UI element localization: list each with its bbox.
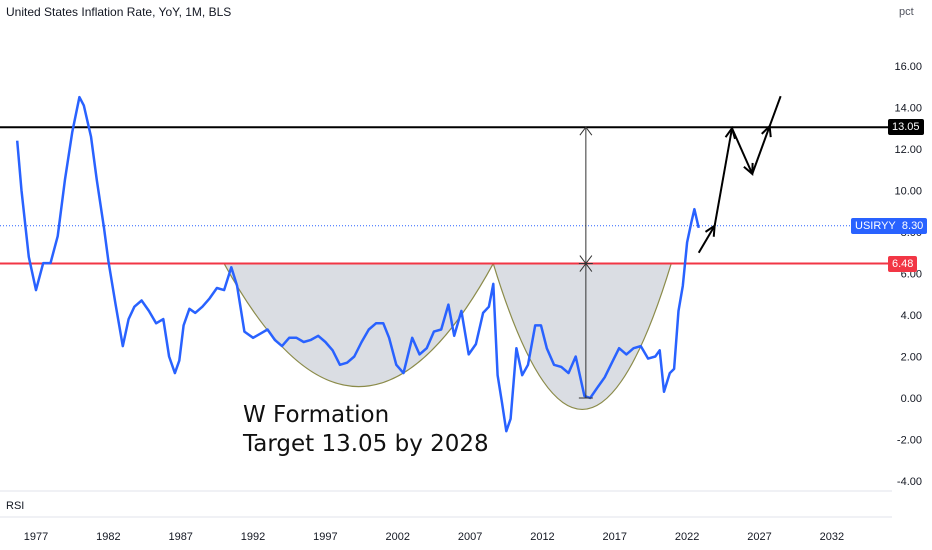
x-tick-label: 2022 [675, 531, 699, 543]
y-tick-label: 2.00 [901, 352, 922, 364]
neckline-value: 6.48 [892, 257, 914, 270]
x-tick-label: 1977 [24, 531, 48, 543]
rsi-indicator-label[interactable]: RSI [6, 500, 25, 512]
w-formation-left-cup [223, 262, 495, 388]
x-tick-label: 1997 [313, 531, 337, 543]
y-tick-label: -2.00 [897, 435, 922, 447]
x-tick-label: 2002 [386, 531, 410, 543]
annotation-line-1: W Formation [243, 402, 390, 428]
current-value: 8.30 [901, 219, 924, 232]
y-tick-label: 4.00 [901, 310, 922, 322]
projection-arrow-segment [751, 125, 771, 175]
x-tick-label: 1987 [168, 531, 192, 543]
annotation-line-2: Target 13.05 by 2028 [243, 431, 489, 457]
x-tick-label: 1982 [96, 531, 120, 543]
y-tick-label: 12.00 [894, 144, 922, 156]
x-tick-label: 1992 [241, 531, 265, 543]
y-tick-label: 16.00 [894, 61, 922, 73]
projection-arrow-segment [697, 225, 716, 254]
measure-arrowhead-up [579, 126, 593, 136]
y-axis-unit: pct [899, 6, 914, 18]
x-tick-label: 2027 [747, 531, 771, 543]
inflation-series-line [15, 95, 700, 433]
chart-title: United States Inflation Rate, YoY, 1M, B… [6, 5, 232, 19]
target-price-tag: 13.05 [888, 119, 924, 136]
y-tick-label: 10.00 [894, 186, 922, 198]
w-formation-annotation[interactable]: W Formation Target 13.05 by 2028 [243, 401, 489, 459]
x-tick-label: 2032 [820, 531, 844, 543]
y-tick-label: 0.00 [901, 393, 922, 405]
x-tick-label: 2012 [530, 531, 554, 543]
w-formation-right-cup [492, 262, 673, 411]
current-value-tag: USIRYY 8.30 [851, 217, 928, 234]
projection-arrow-segment [713, 128, 733, 226]
y-tick-label: 14.00 [894, 103, 922, 115]
target-price-value: 13.05 [892, 121, 920, 134]
y-tick-label: -4.00 [897, 476, 922, 488]
projection-arrow-tail [768, 95, 782, 127]
x-tick-label: 2017 [603, 531, 627, 543]
x-tick-label: 2007 [458, 531, 482, 543]
projection-arrow-segment [731, 127, 754, 175]
neckline-price-tag: 6.48 [888, 255, 918, 272]
current-symbol: USIRYY [855, 219, 896, 232]
